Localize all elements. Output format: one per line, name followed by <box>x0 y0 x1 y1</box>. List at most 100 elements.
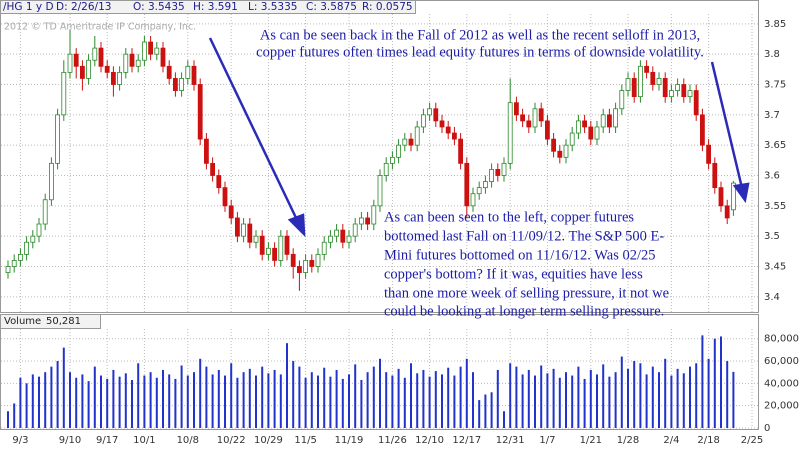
y-tick-label: 3.7 <box>764 110 780 121</box>
candle-body <box>327 235 333 243</box>
price-panel <box>0 0 759 313</box>
candle-body <box>216 175 222 189</box>
volume-bar <box>403 377 406 428</box>
x-tick-label: 9/17 <box>96 435 118 446</box>
x-tick-label: 12/31 <box>496 435 525 446</box>
candle-body <box>569 132 575 146</box>
header-bar <box>0 0 416 14</box>
copyright: 2012 © TD Ameritrade IP Company, Inc. <box>4 22 196 33</box>
candle-body <box>693 90 699 116</box>
volume-bar <box>211 374 214 428</box>
volume-bar <box>199 358 202 428</box>
candle-body <box>718 187 724 207</box>
volume-bar <box>143 375 146 428</box>
header-high: H: 3.591 <box>193 1 238 13</box>
volume-bar <box>503 411 505 428</box>
candle-body <box>532 108 538 128</box>
candle-body <box>222 187 228 207</box>
volume-bar <box>732 371 735 428</box>
volume-bar <box>255 375 257 428</box>
candle-body <box>92 47 98 61</box>
candle-body <box>724 205 730 219</box>
x-tick-label: 12/17 <box>452 435 481 446</box>
volume-bar <box>434 371 437 428</box>
candle-body <box>427 108 433 116</box>
volume-bar <box>484 394 487 428</box>
candle-body <box>141 41 147 61</box>
candle-body <box>358 217 364 225</box>
volume-bar <box>372 366 375 428</box>
volume-bar <box>242 372 245 428</box>
volume-bar <box>366 372 369 428</box>
candle-body <box>42 199 48 225</box>
x-tick-label: 1/7 <box>539 435 555 446</box>
candle-body <box>625 78 631 91</box>
volume-bar <box>13 403 16 428</box>
volume-bar <box>279 374 282 428</box>
volume-bar <box>93 366 96 428</box>
volume-bar <box>317 375 319 428</box>
annotation: As can be seen back in the Fall of 2012 … <box>260 27 700 43</box>
volume-bar <box>534 375 536 428</box>
volume-bar <box>670 375 673 428</box>
volume-bar <box>193 372 195 428</box>
volume-bar <box>391 375 394 428</box>
volume-bar <box>31 374 34 428</box>
candle-body <box>86 59 91 79</box>
x-tick-label: 1/21 <box>580 435 602 446</box>
volume-tick-label: 40,000 <box>764 378 799 389</box>
candle-body <box>669 90 674 98</box>
volume-bar <box>292 361 295 428</box>
candle-body <box>315 253 321 267</box>
candle-body <box>296 266 302 273</box>
candle-body <box>98 47 104 67</box>
candle-body <box>203 138 209 164</box>
volume-bar <box>453 375 456 428</box>
volume-bar <box>354 364 357 428</box>
candle-body <box>11 260 17 267</box>
volume-bar <box>217 369 220 428</box>
volume-bar <box>527 369 530 428</box>
volume-bar <box>540 365 543 428</box>
volume-bar <box>658 372 660 428</box>
volume-bar <box>124 373 127 428</box>
volume-bar <box>379 358 381 428</box>
candle-body <box>80 65 85 79</box>
candle-body <box>148 41 154 55</box>
x-tick-label: 9/10 <box>59 435 81 446</box>
volume-bar <box>329 376 332 428</box>
candle-body <box>520 114 525 122</box>
volume-bar <box>441 374 443 428</box>
y-tick-label: 3.55 <box>764 201 786 212</box>
candle-body <box>582 120 587 128</box>
volume-bar <box>428 376 431 428</box>
volume-bar <box>112 369 115 428</box>
candle-body <box>396 144 402 158</box>
volume-bar <box>571 375 574 428</box>
candle-body <box>464 162 470 207</box>
annotation: copper futures often times lead equity f… <box>256 44 704 60</box>
x-tick-label: 1/28 <box>617 435 639 446</box>
volume-bar <box>664 358 667 428</box>
volume-bar <box>521 374 524 428</box>
candle-body <box>154 47 160 55</box>
volume-bar <box>224 375 226 428</box>
volume-bar <box>118 376 121 428</box>
candle-body <box>228 205 234 219</box>
candle-body <box>309 260 315 267</box>
candle-body <box>495 169 501 176</box>
candle-body <box>253 235 259 243</box>
volume-bar <box>75 377 78 428</box>
volume-bar <box>608 376 611 428</box>
candle-body <box>111 71 116 85</box>
candle-body <box>402 138 408 146</box>
volume-bar <box>335 369 338 428</box>
volume-bar <box>726 361 729 428</box>
candle-body <box>433 108 439 122</box>
candle-body <box>551 138 556 152</box>
volume-bar <box>465 358 468 428</box>
x-tick-label: 10/29 <box>254 435 283 446</box>
candle-body <box>644 65 649 73</box>
volume-bar <box>614 372 617 428</box>
